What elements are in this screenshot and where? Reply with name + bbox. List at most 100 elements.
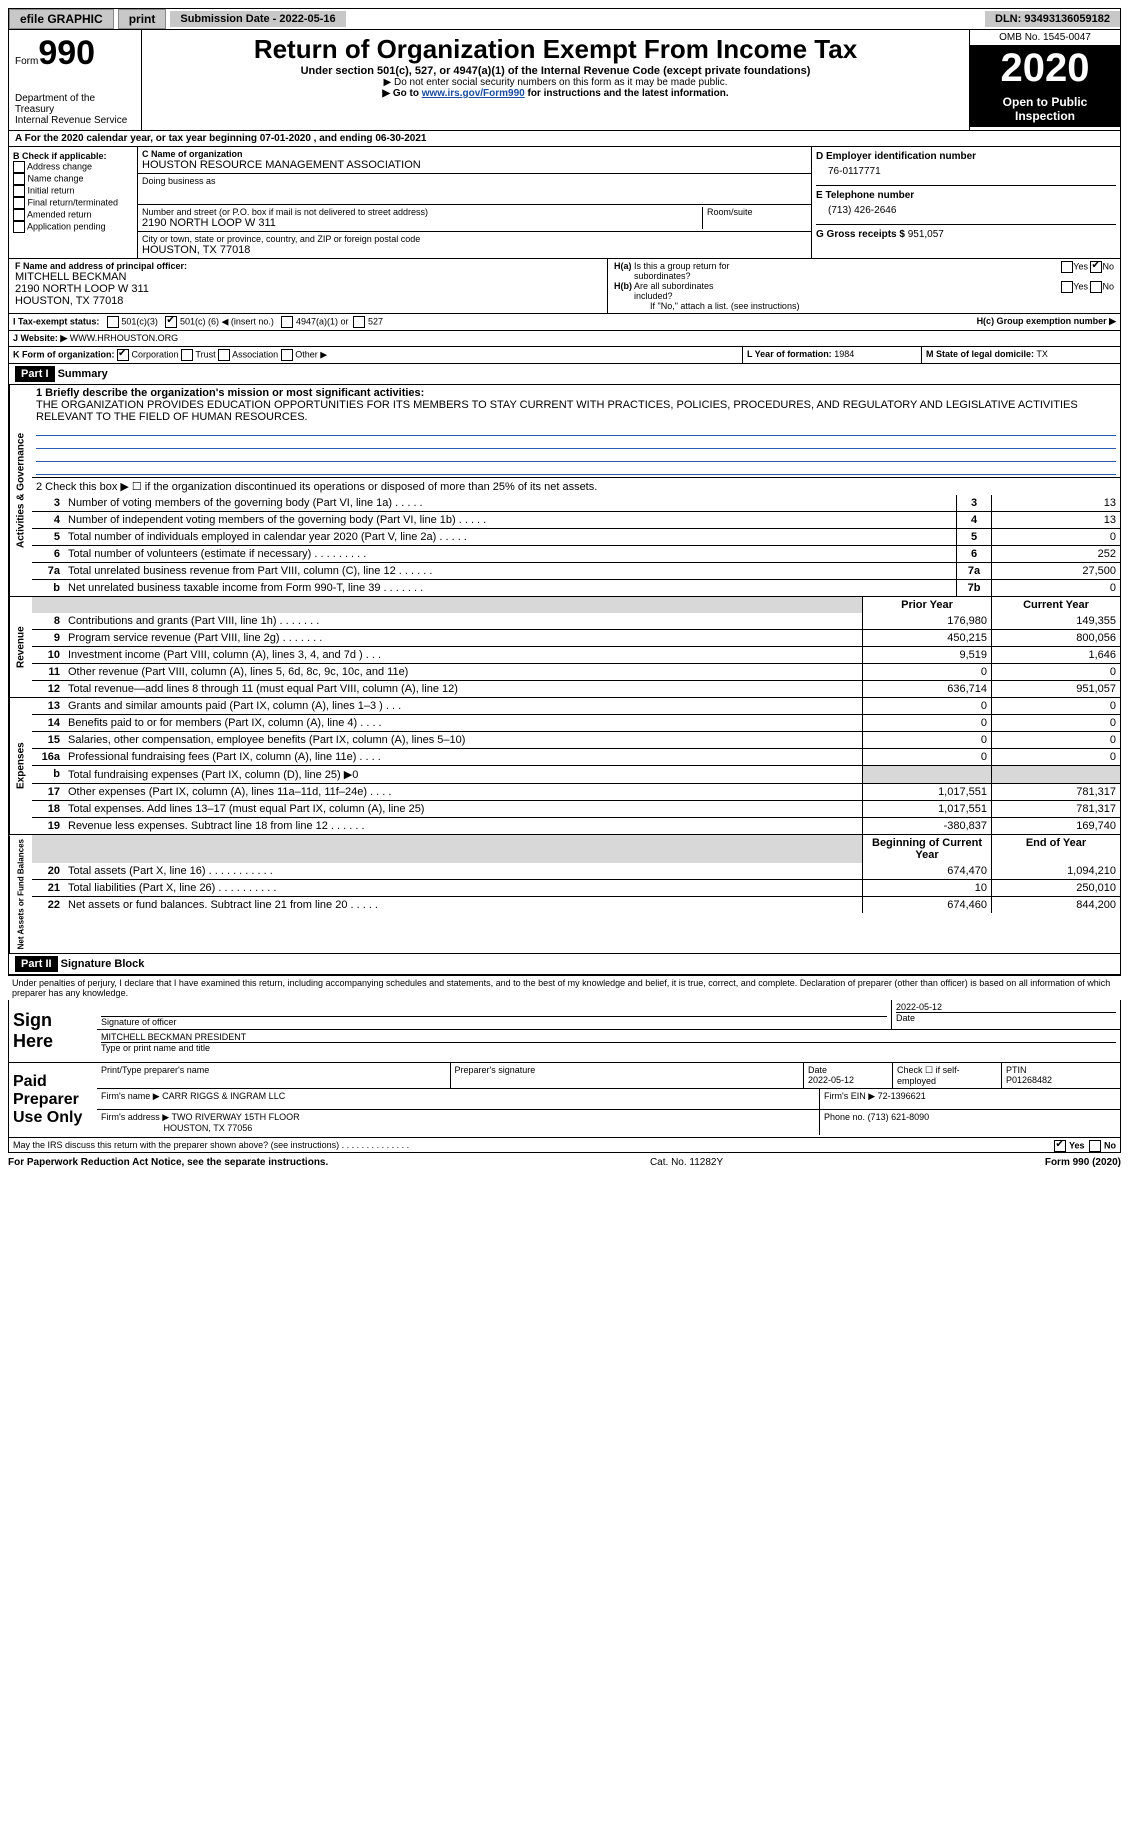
line-desc: Revenue less expenses. Subtract line 18 …	[64, 818, 862, 834]
lbl-other: Other ▶	[295, 349, 327, 359]
hb-no[interactable]	[1090, 281, 1102, 293]
lbl-corp: Corporation	[132, 349, 179, 359]
title-box: Return of Organization Exempt From Incom…	[142, 30, 969, 130]
prior-value: 674,460	[862, 897, 991, 913]
current-value: 800,056	[991, 630, 1120, 646]
line-num: 14	[32, 715, 64, 731]
chk-app-pending[interactable]	[13, 221, 25, 233]
line-num: 8	[32, 613, 64, 629]
hdr-beginning: Beginning of Current Year	[862, 835, 991, 863]
prior-value: 9,519	[862, 647, 991, 663]
line-num: 6	[32, 546, 64, 562]
line-desc: Net unrelated business taxable income fr…	[64, 580, 956, 596]
line-desc: Program service revenue (Part VIII, line…	[64, 630, 862, 646]
prior-value: 176,980	[862, 613, 991, 629]
ha-no[interactable]	[1090, 261, 1102, 273]
ha-yes[interactable]	[1061, 261, 1073, 273]
firm-addr2: HOUSTON, TX 77056	[164, 1123, 253, 1133]
line-value: 13	[991, 512, 1120, 528]
irs-link[interactable]: www.irs.gov/Form990	[422, 88, 525, 99]
paid-preparer-block: Paid Preparer Use Only Print/Type prepar…	[8, 1063, 1121, 1138]
hb-yes[interactable]	[1061, 281, 1073, 293]
discuss-yes[interactable]	[1054, 1140, 1066, 1152]
chk-name-change[interactable]	[13, 173, 25, 185]
prior-value: 1,017,551	[862, 784, 991, 800]
chk-initial[interactable]	[13, 185, 25, 197]
chk-final[interactable]	[13, 197, 25, 209]
chk-trust[interactable]	[181, 349, 193, 361]
discuss-no[interactable]	[1089, 1140, 1101, 1152]
mission-label: 1 Briefly describe the organization's mi…	[36, 387, 424, 399]
chk-501c[interactable]	[165, 316, 177, 328]
sig-date-value: 2022-05-12	[896, 1002, 1116, 1012]
irs-label: Internal Revenue Service	[15, 115, 135, 126]
line-value: 27,500	[991, 563, 1120, 579]
ha-yes-lbl: Yes	[1073, 261, 1088, 271]
form-label: Form	[15, 56, 38, 67]
current-value: 0	[991, 715, 1120, 731]
firm-ein-hdr: Firm's EIN ▶	[824, 1091, 875, 1101]
line-desc: Investment income (Part VIII, column (A)…	[64, 647, 862, 663]
line-box: 3	[956, 495, 991, 511]
line-box: 7a	[956, 563, 991, 579]
officer-addr2: HOUSTON, TX 77018	[15, 295, 601, 307]
discuss-row: May the IRS discuss this return with the…	[8, 1138, 1121, 1153]
addr-label: Number and street (or P.O. box if mail i…	[142, 207, 702, 217]
line-num: 22	[32, 897, 64, 913]
pp-date-val: 2022-05-12	[808, 1075, 854, 1085]
officer-group-row: F Name and address of principal officer:…	[8, 259, 1121, 314]
note-link: ▶ Go to www.irs.gov/Form990 for instruct…	[148, 88, 963, 99]
print-button[interactable]: print	[118, 9, 167, 29]
hb-note: If "No," attach a list. (see instruction…	[614, 301, 1114, 311]
line-desc: Total expenses. Add lines 13–17 (must eq…	[64, 801, 862, 817]
line-num: 19	[32, 818, 64, 834]
line-desc: Other expenses (Part IX, column (A), lin…	[64, 784, 862, 800]
lbl-addr-change: Address change	[27, 161, 92, 171]
chk-other[interactable]	[281, 349, 293, 361]
hdr-current-year: Current Year	[991, 597, 1120, 613]
line-desc: Number of independent voting members of …	[64, 512, 956, 528]
chk-527[interactable]	[353, 316, 365, 328]
line-desc: Total unrelated business revenue from Pa…	[64, 563, 956, 579]
typed-name-label: Type or print name and title	[101, 1042, 1116, 1053]
dln-value: 93493136059182	[1024, 13, 1110, 25]
room-label: Room/suite	[707, 207, 807, 217]
footer-cat: Cat. No. 11282Y	[328, 1157, 1045, 1168]
chk-assoc[interactable]	[218, 349, 230, 361]
firm-phone-hdr: Phone no.	[824, 1112, 865, 1122]
line-num: 7a	[32, 563, 64, 579]
chk-501c3[interactable]	[107, 316, 119, 328]
current-value: 1,646	[991, 647, 1120, 663]
hb-no-lbl: No	[1102, 281, 1114, 291]
chk-corp[interactable]	[117, 349, 129, 361]
current-value: 781,317	[991, 801, 1120, 817]
chk-amended[interactable]	[13, 209, 25, 221]
typed-name: MITCHELL BECKMAN PRESIDENT	[101, 1032, 1116, 1042]
lbl-501c-pre: 501(c) (	[180, 316, 211, 326]
dln: DLN: 93493136059182	[985, 11, 1120, 27]
box-h: H(a) Is this a group return for subordin…	[608, 259, 1120, 313]
line-num: 10	[32, 647, 64, 663]
right-box: OMB No. 1545-0047 2020 Open to Public In…	[969, 30, 1120, 130]
prior-value: -380,837	[862, 818, 991, 834]
submission-date: Submission Date - 2022-05-16	[170, 11, 345, 27]
line-num: 11	[32, 664, 64, 680]
firm-phone: (713) 621-8090	[868, 1112, 930, 1122]
current-value	[991, 766, 1120, 783]
line-num: 13	[32, 698, 64, 714]
pp-ptin-val: P01268482	[1006, 1075, 1052, 1085]
sig-date-label: Date	[896, 1012, 1116, 1023]
line-num: 18	[32, 801, 64, 817]
form-number: 990	[38, 34, 95, 72]
line-num: 5	[32, 529, 64, 545]
domicile-value: TX	[1036, 349, 1048, 359]
line-num: 21	[32, 880, 64, 896]
line-box: 5	[956, 529, 991, 545]
line-value: 252	[991, 546, 1120, 562]
chk-addr-change[interactable]	[13, 161, 25, 173]
prior-value: 450,215	[862, 630, 991, 646]
line-box: 6	[956, 546, 991, 562]
line-desc: Total revenue—add lines 8 through 11 (mu…	[64, 681, 862, 697]
pp-date-hdr: Date	[808, 1065, 827, 1075]
chk-4947[interactable]	[281, 316, 293, 328]
